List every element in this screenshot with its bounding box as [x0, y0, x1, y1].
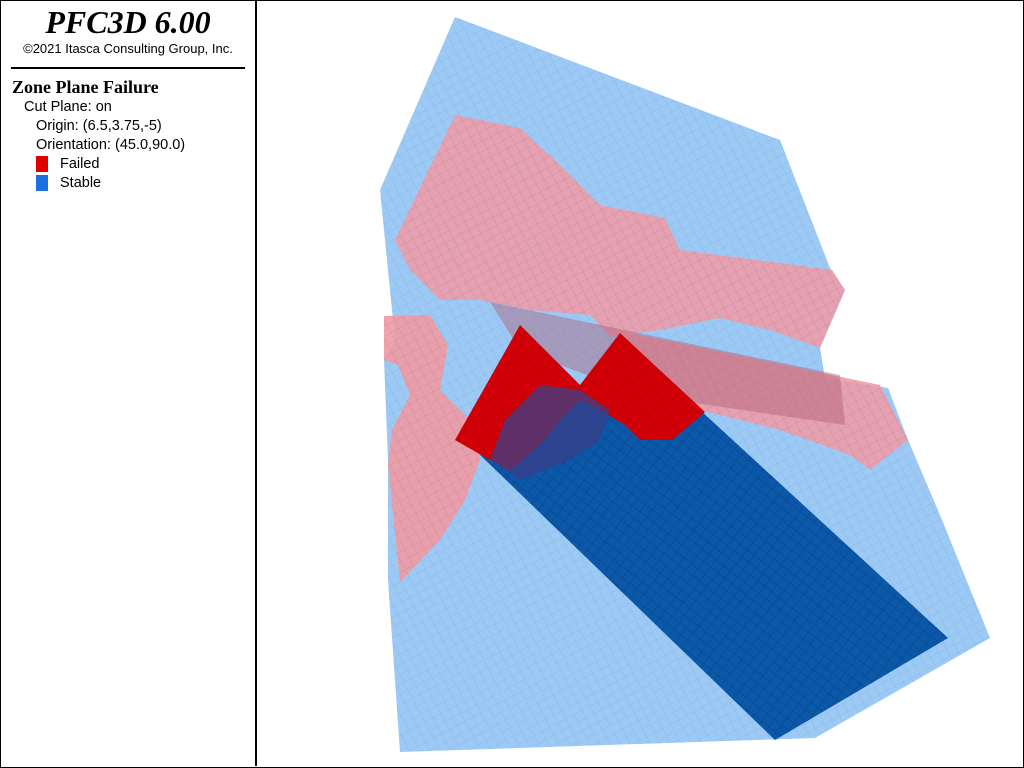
legend-swatch-failed — [36, 156, 48, 172]
legend-divider — [11, 67, 245, 69]
copyright-text: ©2021 Itasca Consulting Group, Inc. — [23, 41, 233, 56]
transition-zone — [490, 385, 610, 480]
failed-zone-left-mesh — [384, 315, 480, 582]
zone-model-render — [380, 17, 990, 752]
plot-title: Zone Plane Failure — [12, 77, 159, 97]
failed-zone-shear-band — [490, 302, 845, 425]
legend-label-stable: Stable — [60, 175, 102, 191]
failed-zone-right-band-mesh — [615, 330, 908, 470]
legend-panel: PFC3D 6.00 ©2021 Itasca Consulting Group… — [1, 1, 257, 766]
legend-label-failed: Failed — [60, 156, 100, 172]
cut-plane-status: Cut Plane: on — [24, 99, 112, 115]
app-title: PFC3D 6.00 — [45, 4, 211, 40]
cut-plane-orientation: Orientation: (45.0,90.0) — [36, 137, 186, 153]
cut-plane-origin: Origin: (6.5,3.75,-5) — [36, 118, 162, 134]
model-viewport[interactable] — [257, 1, 1023, 767]
stable-cut-plane-mesh — [455, 380, 948, 740]
legend-swatch-stable — [36, 175, 48, 191]
failed-zone-upper-mesh — [395, 115, 845, 348]
